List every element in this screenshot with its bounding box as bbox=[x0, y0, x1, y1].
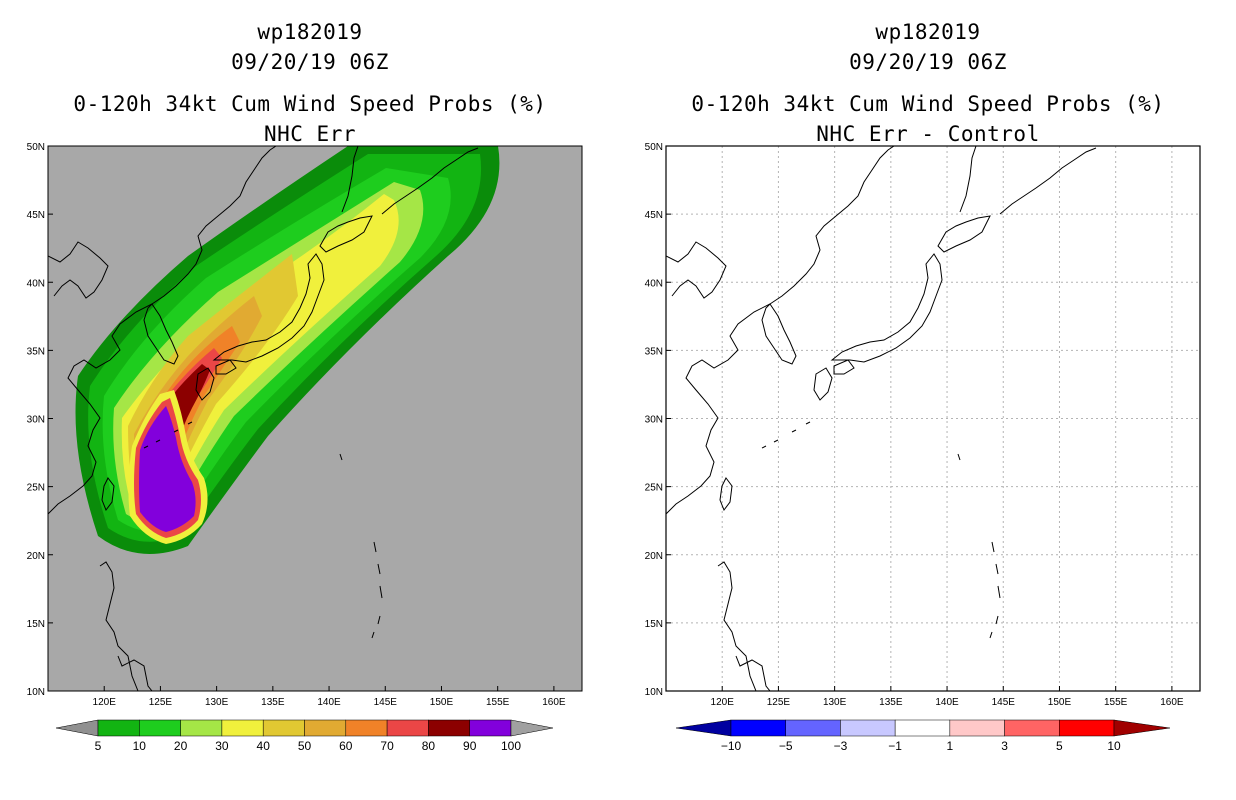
lon-label: 130E bbox=[205, 697, 229, 708]
colorbar-label: 10 bbox=[1107, 739, 1121, 753]
colorbar-swatch bbox=[949, 719, 1005, 737]
colorbar-triangle-low bbox=[675, 719, 732, 737]
right-subtitle: NHC Err - Control bbox=[816, 122, 1040, 146]
colorbar-triangle-high bbox=[1113, 719, 1171, 737]
lat-label: 20N bbox=[645, 551, 663, 562]
left-storm-id: wp182019 bbox=[257, 20, 363, 44]
colorbar-swatch bbox=[1059, 719, 1115, 737]
left-subtitle: NHC Err bbox=[263, 122, 356, 146]
lat-label: 30N bbox=[645, 415, 663, 426]
left-titles: wp182019 09/20/19 06Z 0-120h 34kt Cum Wi… bbox=[30, 17, 590, 149]
colorbar-label: 3 bbox=[1001, 739, 1008, 753]
lon-label: 155E bbox=[486, 697, 510, 708]
right-chart-title: 0-120h 34kt Cum Wind Speed Probs (%) bbox=[691, 92, 1165, 116]
colorbar-label: −10 bbox=[721, 739, 742, 753]
lon-label: 145E bbox=[374, 697, 398, 708]
left-axes: 10N 15N 20N 25N 30N 35N 40N 45N 50N 120E 125E 130E 1… bbox=[27, 142, 566, 708]
colorbar-triangle-low bbox=[55, 719, 99, 737]
lat-label: 10N bbox=[645, 687, 663, 698]
colorbar-label: 60 bbox=[339, 739, 353, 753]
lat-label: 40N bbox=[645, 278, 663, 289]
left-datetime: 09/20/19 06Z bbox=[231, 50, 389, 74]
colorbar-label: −1 bbox=[888, 739, 902, 753]
lon-label: 120E bbox=[93, 697, 117, 708]
lat-label: 30N bbox=[27, 415, 45, 426]
lat-label: 15N bbox=[27, 619, 45, 630]
lon-label: 135E bbox=[879, 697, 903, 708]
colorbar-swatch bbox=[1004, 719, 1060, 737]
right-colorbar: −10 −5 −3 −1 1 3 5 10 bbox=[675, 719, 1171, 753]
probability-swath-icon bbox=[75, 146, 500, 554]
lat-label: 45N bbox=[27, 210, 45, 221]
colorbar-swatch bbox=[139, 719, 181, 737]
colorbar-swatch bbox=[345, 719, 388, 737]
lat-label: 50N bbox=[27, 142, 45, 153]
colorbar-label: 50 bbox=[298, 739, 312, 753]
lat-label: 40N bbox=[27, 278, 45, 289]
colorbar-label: 70 bbox=[380, 739, 394, 753]
lon-label: 130E bbox=[823, 697, 847, 708]
lon-label: 120E bbox=[711, 697, 735, 708]
right-axes: 10N 15N 20N 25N 30N 35N 40N 45N 50N 120E 125E 130E 1… bbox=[645, 142, 1184, 708]
colorbar-swatch bbox=[730, 719, 786, 737]
lat-label: 20N bbox=[27, 551, 45, 562]
colorbar-label: 10 bbox=[133, 739, 147, 753]
right-storm-id: wp182019 bbox=[875, 20, 981, 44]
lon-label: 160E bbox=[1160, 697, 1184, 708]
lon-label: 135E bbox=[261, 697, 285, 708]
colorbar-triangle-high bbox=[510, 719, 554, 737]
colorbar-label: 5 bbox=[95, 739, 102, 753]
colorbar-swatch bbox=[894, 719, 951, 737]
colorbar-swatch bbox=[304, 719, 347, 737]
lon-label: 150E bbox=[1048, 697, 1072, 708]
lon-label: 145E bbox=[992, 697, 1016, 708]
colorbar-swatch bbox=[785, 719, 841, 737]
colorbar-label: 100 bbox=[501, 739, 521, 753]
lon-label: 160E bbox=[542, 697, 566, 708]
colorbar-swatch bbox=[97, 719, 140, 737]
colorbar-swatch bbox=[469, 719, 512, 737]
colorbar-label: 1 bbox=[947, 739, 954, 753]
colorbar-swatch bbox=[840, 719, 896, 737]
lat-label: 10N bbox=[27, 687, 45, 698]
lat-label: 15N bbox=[645, 619, 663, 630]
lon-label: 140E bbox=[317, 697, 341, 708]
colorbar-label: 80 bbox=[422, 739, 436, 753]
lat-label: 50N bbox=[645, 142, 663, 153]
colorbar-label: 20 bbox=[174, 739, 188, 753]
colorbar-swatch bbox=[180, 719, 223, 737]
right-datetime: 09/20/19 06Z bbox=[849, 50, 1007, 74]
left-probability-swath bbox=[48, 146, 500, 691]
left-chart-title: 0-120h 34kt Cum Wind Speed Probs (%) bbox=[73, 92, 547, 116]
colorbar-label: 90 bbox=[463, 739, 477, 753]
colorbar-swatch bbox=[386, 719, 429, 737]
colorbar-label: 5 bbox=[1056, 739, 1063, 753]
colorbar-label: −5 bbox=[779, 739, 793, 753]
colorbar-swatch bbox=[428, 719, 470, 737]
colorbar-swatch bbox=[262, 719, 305, 737]
colorbar-label: 40 bbox=[257, 739, 271, 753]
right-titles: wp182019 09/20/19 06Z 0-120h 34kt Cum Wi… bbox=[648, 17, 1208, 149]
lat-label: 35N bbox=[645, 346, 663, 357]
lon-label: 125E bbox=[149, 697, 173, 708]
lat-label: 45N bbox=[645, 210, 663, 221]
colorbar-swatch bbox=[221, 719, 264, 737]
lat-label: 25N bbox=[27, 483, 45, 494]
lat-label: 25N bbox=[645, 483, 663, 494]
lon-label: 150E bbox=[430, 697, 454, 708]
colorbar-label: 30 bbox=[215, 739, 229, 753]
lon-label: 125E bbox=[767, 697, 791, 708]
left-colorbar: 5 10 20 30 40 50 60 70 80 90 100 bbox=[55, 719, 554, 753]
lon-label: 140E bbox=[935, 697, 959, 708]
lat-label: 35N bbox=[27, 346, 45, 357]
right-gridlines bbox=[666, 146, 1200, 691]
colorbar-label: −3 bbox=[834, 739, 848, 753]
lon-label: 155E bbox=[1104, 697, 1128, 708]
